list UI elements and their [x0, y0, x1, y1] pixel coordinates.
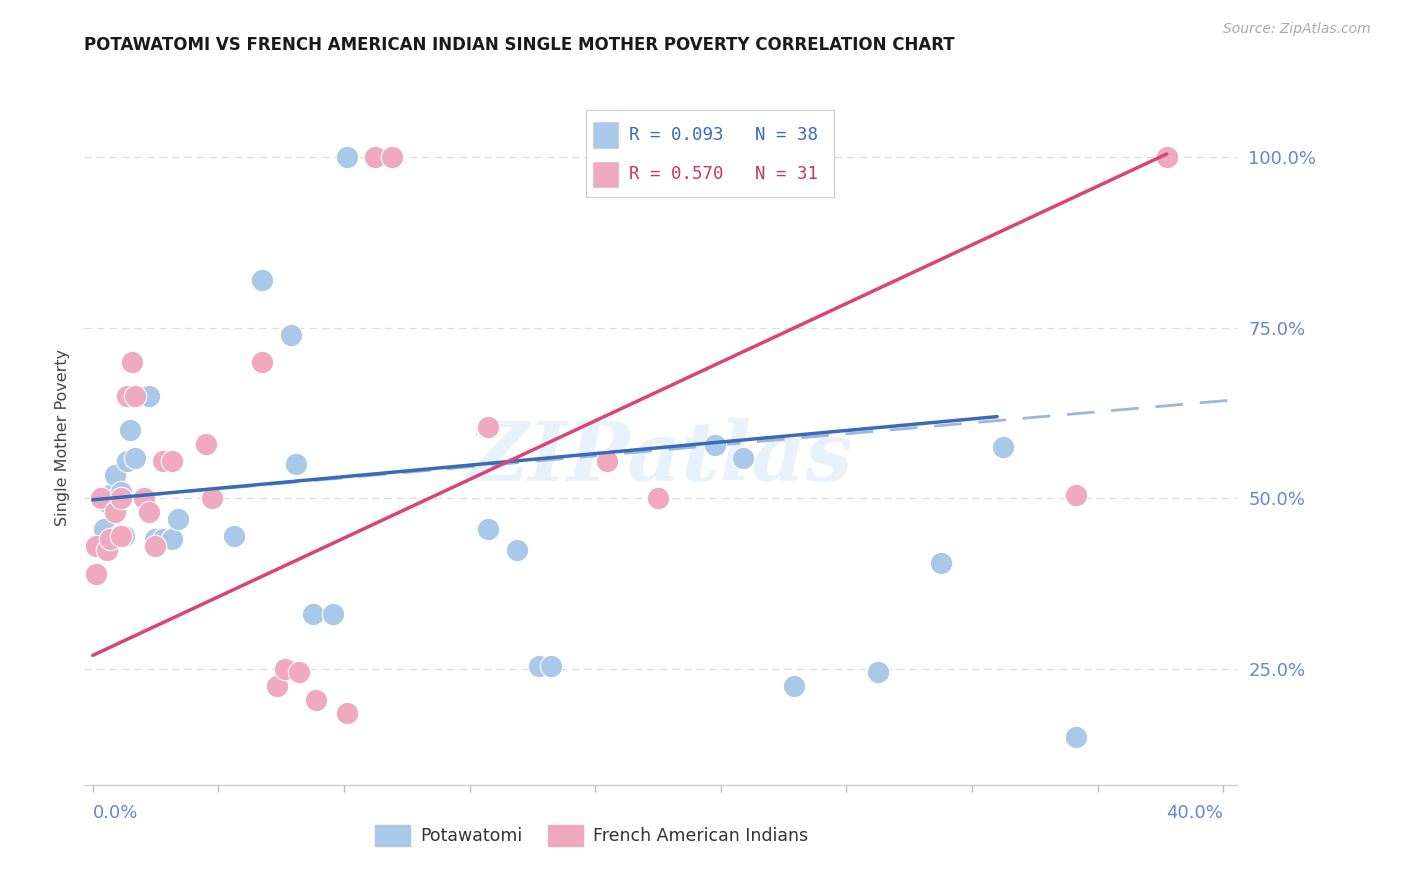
Point	[84, 566, 107, 581]
Point	[703, 438, 725, 452]
Point	[115, 389, 138, 403]
Point	[96, 542, 118, 557]
Point	[266, 679, 288, 693]
Point	[477, 420, 499, 434]
Point	[1064, 730, 1087, 744]
Point	[288, 665, 311, 680]
Text: ZIPatlas: ZIPatlas	[468, 418, 853, 498]
Point	[110, 491, 132, 506]
Point	[285, 458, 308, 472]
Point	[104, 467, 127, 482]
Point	[132, 491, 155, 506]
Point	[160, 454, 183, 468]
Point	[381, 150, 404, 164]
Point	[110, 484, 132, 499]
Point	[596, 454, 619, 468]
Point	[336, 150, 359, 164]
Point	[98, 488, 121, 502]
Point	[110, 529, 132, 543]
Point	[152, 533, 174, 547]
Point	[143, 539, 166, 553]
Point	[138, 389, 160, 403]
Point	[322, 607, 344, 622]
Point	[93, 522, 115, 536]
Point	[96, 495, 118, 509]
Point	[194, 437, 217, 451]
Point	[115, 454, 138, 468]
Point	[540, 658, 562, 673]
Point	[782, 679, 804, 693]
Point	[280, 327, 302, 342]
Point	[152, 454, 174, 468]
Point	[135, 389, 157, 403]
Point	[305, 692, 328, 706]
Point	[302, 607, 325, 622]
Point	[477, 522, 499, 536]
Point	[506, 542, 529, 557]
Point	[84, 539, 107, 553]
Point	[143, 533, 166, 547]
Point	[1156, 150, 1178, 164]
Point	[138, 505, 160, 519]
Point	[274, 662, 297, 676]
Point	[98, 533, 121, 547]
Point	[84, 566, 107, 581]
Point	[364, 150, 387, 164]
Point	[929, 556, 952, 570]
Legend: Potawatomi, French American Indians: Potawatomi, French American Indians	[368, 818, 815, 853]
Point	[107, 529, 129, 543]
Point	[252, 273, 274, 287]
Point	[124, 389, 146, 403]
Point	[124, 450, 146, 465]
Text: POTAWATOMI VS FRENCH AMERICAN INDIAN SINGLE MOTHER POVERTY CORRELATION CHART: POTAWATOMI VS FRENCH AMERICAN INDIAN SIN…	[84, 36, 955, 54]
Point	[224, 529, 246, 543]
Point	[160, 533, 183, 547]
Point	[200, 491, 222, 506]
Y-axis label: Single Mother Poverty: Single Mother Poverty	[55, 349, 70, 525]
Text: Source: ZipAtlas.com: Source: ZipAtlas.com	[1223, 22, 1371, 37]
Point	[84, 539, 107, 553]
Point	[166, 512, 188, 526]
Point	[118, 423, 141, 437]
Point	[121, 355, 143, 369]
Point	[731, 450, 754, 465]
Point	[647, 491, 669, 506]
Point	[991, 440, 1014, 454]
Point	[90, 491, 112, 506]
Text: 0.0%: 0.0%	[93, 804, 138, 822]
Point	[252, 355, 274, 369]
Point	[1156, 150, 1178, 164]
Point	[529, 658, 551, 673]
Text: 40.0%: 40.0%	[1166, 804, 1223, 822]
Point	[1064, 488, 1087, 502]
Point	[336, 706, 359, 721]
Point	[132, 389, 155, 403]
Point	[112, 529, 135, 543]
Point	[868, 665, 890, 680]
Point	[104, 505, 127, 519]
